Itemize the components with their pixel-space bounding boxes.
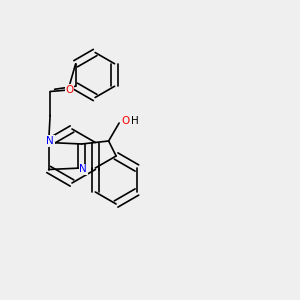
Text: N: N [79,164,87,175]
Text: O: O [121,116,129,127]
Text: H: H [131,116,139,127]
Text: N: N [46,136,54,146]
Text: O: O [65,85,74,95]
